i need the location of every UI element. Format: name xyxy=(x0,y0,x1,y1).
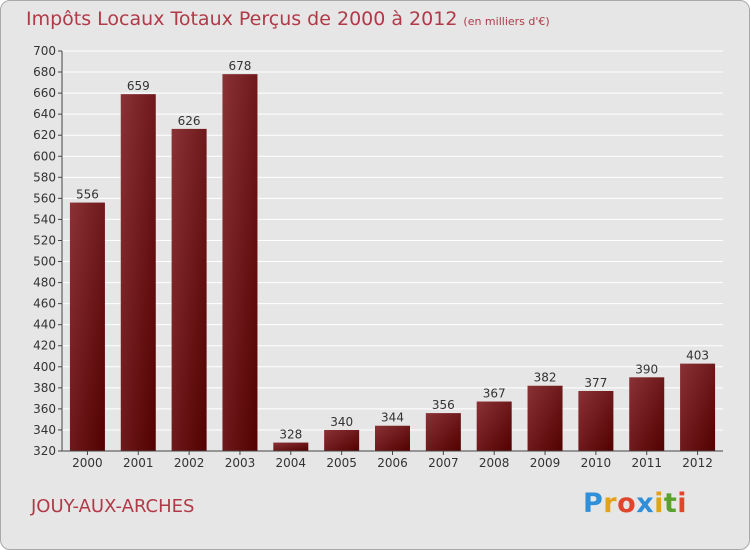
data-label-2005: 340 xyxy=(330,415,353,429)
y-tick-label: 640 xyxy=(33,107,56,121)
x-tick-label-2005: 2005 xyxy=(326,456,357,470)
data-labels: 556 659 626 678 328 340 344 356 367 382 377 390 403 xyxy=(76,59,709,441)
data-label-2003: 678 xyxy=(229,59,252,73)
y-tick-label: 380 xyxy=(33,381,56,395)
bar-2003 xyxy=(222,74,258,451)
x-tick-label-2001: 2001 xyxy=(123,456,154,470)
data-label-2001: 659 xyxy=(127,79,150,93)
logo-letter: o xyxy=(617,488,637,519)
data-label-2004: 328 xyxy=(279,428,302,442)
x-tick-label-2003: 2003 xyxy=(225,456,256,470)
bar-2004 xyxy=(273,442,309,451)
chart-title: Impôts Locaux Totaux Perçus de 2000 à 20… xyxy=(26,8,550,30)
bar-2012 xyxy=(680,363,716,451)
bar-2000 xyxy=(69,202,105,451)
y-tick-label: 560 xyxy=(33,191,56,205)
chart-unit-label: (en milliers d'€) xyxy=(463,15,550,28)
x-tick-label-2002: 2002 xyxy=(174,456,205,470)
data-label-2007: 356 xyxy=(432,398,455,412)
y-tick-label: 440 xyxy=(33,318,56,332)
x-tick-label-2011: 2011 xyxy=(631,456,662,470)
y-tick-label: 600 xyxy=(33,149,56,163)
bars xyxy=(69,74,716,451)
data-label-2011: 390 xyxy=(635,362,658,376)
y-tick-label: 660 xyxy=(33,86,56,100)
logo-letter: t xyxy=(663,488,678,519)
x-tick-label-2010: 2010 xyxy=(581,456,612,470)
logo-letter: i xyxy=(654,488,664,519)
x-tick-label-2000: 2000 xyxy=(72,456,103,470)
logo-letter: x xyxy=(636,488,655,519)
data-label-2000: 556 xyxy=(76,188,99,202)
x-tick-label-2004: 2004 xyxy=(276,456,307,470)
x-axis-ticks: 2000 2001 2002 2003 2004 2005 2006 2007 2008 2009… xyxy=(72,451,713,470)
logo-letter: P xyxy=(583,488,604,519)
data-label-2002: 626 xyxy=(178,114,201,128)
y-tick-label: 340 xyxy=(33,423,56,437)
y-tick-label: 540 xyxy=(33,212,56,226)
chart-title-text: Impôts Locaux Totaux Perçus de 2000 à 20… xyxy=(26,8,458,30)
bar-2006 xyxy=(375,425,410,451)
bar-2005 xyxy=(324,429,360,451)
data-label-2009: 382 xyxy=(534,371,557,385)
gridlines xyxy=(62,50,723,452)
y-tick-label: 500 xyxy=(33,255,56,269)
logo-letter: i xyxy=(677,488,688,519)
y-tick-label: 360 xyxy=(33,402,56,416)
bar-2008 xyxy=(476,401,512,451)
x-tick-label-2012: 2012 xyxy=(682,456,713,470)
x-tick-label-2007: 2007 xyxy=(428,456,459,470)
bar-2009 xyxy=(527,385,563,451)
y-tick-label: 400 xyxy=(33,360,56,374)
y-tick-label: 680 xyxy=(33,65,56,79)
y-tick-label: 460 xyxy=(33,297,56,311)
bar-2002 xyxy=(171,128,207,451)
y-tick-label: 580 xyxy=(33,170,56,184)
x-tick-label-2008: 2008 xyxy=(479,456,510,470)
y-tick-label: 620 xyxy=(33,128,56,142)
y-tick-label: 700 xyxy=(33,44,56,58)
y-tick-label: 520 xyxy=(33,233,56,247)
data-label-2006: 344 xyxy=(381,411,404,425)
proxiti-logo: Proxiti xyxy=(583,488,687,519)
y-tick-label: 320 xyxy=(33,444,56,458)
data-label-2008: 367 xyxy=(483,387,506,401)
logo-letter: r xyxy=(603,488,618,519)
x-tick-label-2009: 2009 xyxy=(530,456,561,470)
x-tick-label-2006: 2006 xyxy=(377,456,408,470)
y-tick-label: 420 xyxy=(33,339,56,353)
bar-2010 xyxy=(578,391,614,451)
data-label-2010: 377 xyxy=(584,376,607,390)
y-axis-ticks: 320 340 360 380 400 420 440 460 480 500 520 540 560 5… xyxy=(33,44,62,458)
bar-2007 xyxy=(425,413,461,451)
data-label-2012: 403 xyxy=(686,349,709,363)
bar-2001 xyxy=(120,94,156,451)
bar-2011 xyxy=(629,377,665,451)
y-tick-label: 480 xyxy=(33,276,56,290)
commune-name: JOUY-AUX-ARCHES xyxy=(31,496,195,517)
